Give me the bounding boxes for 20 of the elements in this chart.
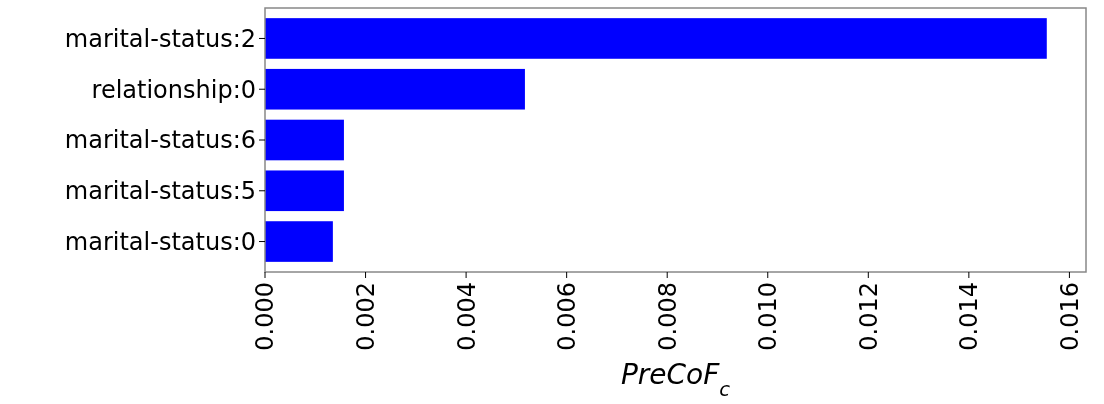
x-tick-label: 0.004 xyxy=(452,282,481,351)
x-axis-title: PreCoF$_{c}$ xyxy=(620,358,731,401)
bar xyxy=(265,119,344,161)
bar xyxy=(265,68,525,110)
y-tick-label: marital-status:0 xyxy=(64,227,256,256)
y-tick-label: marital-status:5 xyxy=(64,177,256,206)
y-tick-label: marital-status:2 xyxy=(64,24,256,53)
y-tick-label: relationship:0 xyxy=(91,75,256,104)
x-tick-label: 0.016 xyxy=(1055,282,1084,351)
x-tick-label: 0.006 xyxy=(553,282,582,351)
x-tick-label: 0.014 xyxy=(955,282,984,351)
x-tick-label: 0.008 xyxy=(653,282,682,351)
bar xyxy=(265,221,333,262)
x-tick-label: 0.002 xyxy=(351,282,380,351)
x-tick-label: 0.010 xyxy=(754,282,783,351)
x-tick-label: 0.000 xyxy=(251,282,280,351)
x-tick-label: 0.012 xyxy=(854,282,883,351)
y-tick-label: marital-status:6 xyxy=(64,126,256,155)
bar xyxy=(265,18,1047,59)
bar xyxy=(265,170,344,212)
